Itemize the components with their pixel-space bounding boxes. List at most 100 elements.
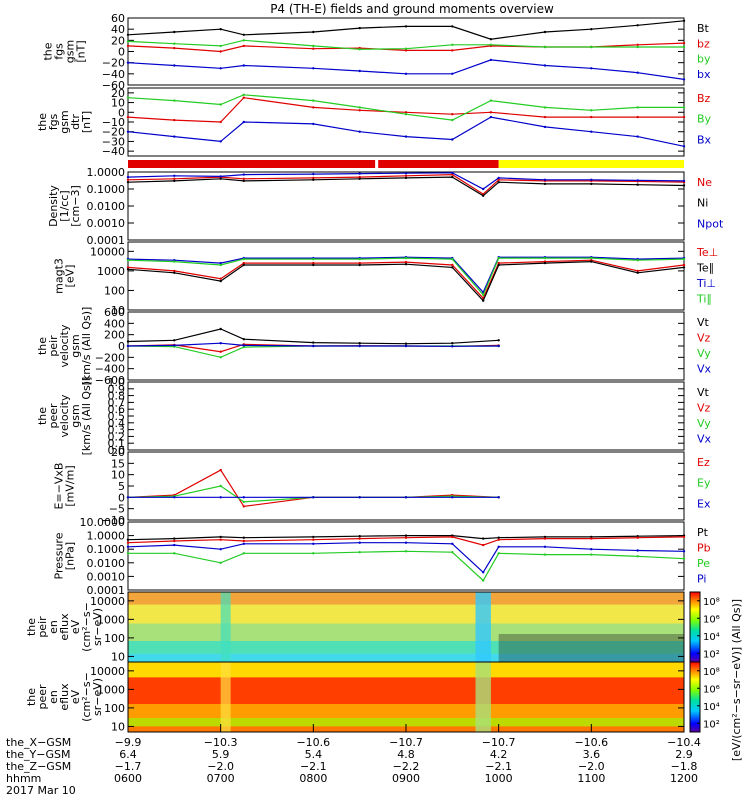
data-point	[636, 269, 639, 273]
panel-frame	[127, 521, 685, 591]
x-tick-label: −2.0	[207, 760, 234, 773]
data-point	[312, 552, 315, 555]
data-point	[242, 344, 245, 347]
data-point	[219, 263, 222, 267]
data-point	[173, 339, 176, 342]
data-point	[126, 115, 130, 119]
data-point	[451, 43, 454, 46]
legend-entry: Te∥	[696, 262, 714, 275]
data-point	[219, 350, 222, 353]
y-tick-label: 100	[104, 632, 125, 645]
data-point	[173, 174, 176, 177]
legend-entry: Bx	[697, 133, 712, 146]
status-bar-0	[128, 160, 376, 168]
data-point	[242, 263, 245, 267]
data-point	[219, 468, 222, 472]
data-point	[636, 43, 639, 46]
series-line-p1-Bt	[127, 20, 685, 40]
y-tick-label: 10000	[90, 595, 125, 608]
data-point	[358, 496, 361, 499]
y-tick-label: 5	[118, 480, 125, 493]
y-axis-label: fgs	[47, 113, 60, 130]
data-point	[126, 40, 130, 43]
y-axis-label: eV	[69, 689, 82, 704]
data-point	[219, 120, 222, 124]
legend-entry: Ti⊥	[696, 277, 716, 290]
data-point	[543, 30, 547, 34]
data-point	[242, 500, 245, 504]
data-point	[242, 179, 245, 183]
data-point	[126, 259, 130, 262]
legend-entry: Bt	[697, 22, 710, 35]
y-tick-label: 10000	[90, 665, 125, 678]
data-point	[590, 178, 593, 181]
y-tick-label: 100	[104, 702, 125, 715]
data-point	[636, 536, 639, 539]
data-point	[489, 111, 493, 114]
y-axis-label: [cm−3]	[69, 185, 82, 227]
data-point	[173, 46, 176, 50]
colorbar	[689, 591, 701, 663]
series-line-p5-Vy	[127, 345, 499, 358]
data-point	[242, 552, 245, 555]
data-point	[543, 261, 547, 265]
data-point	[173, 260, 176, 263]
data-point	[482, 293, 485, 296]
x-tick-label: −10.7	[482, 736, 516, 749]
data-point	[590, 260, 593, 263]
data-point	[636, 135, 639, 138]
data-point	[126, 268, 130, 271]
y-tick-label: 0.0001	[87, 584, 126, 597]
y-tick-label: −40	[102, 68, 125, 81]
data-point	[242, 505, 245, 508]
series-line-p7-Ez	[127, 469, 499, 508]
data-point	[173, 271, 176, 274]
y-tick-label: 0	[118, 340, 125, 353]
spectrogram-band-1	[128, 604, 684, 624]
y-axis-label: [eV]	[64, 265, 77, 288]
legend-entry: bz	[697, 37, 710, 50]
y-tick-label: 1000	[97, 683, 125, 696]
data-point	[636, 259, 639, 262]
data-point	[482, 543, 485, 547]
legend-entry: Ex	[697, 497, 711, 510]
data-point	[404, 47, 408, 50]
y-axis-label: the	[36, 407, 49, 425]
data-point	[242, 261, 245, 265]
data-point	[242, 120, 245, 124]
data-point	[126, 344, 130, 348]
spectrogram-band-0	[128, 662, 684, 678]
data-point	[126, 181, 130, 184]
spectrogram-band-3	[128, 641, 684, 654]
y-tick-label: −20	[102, 126, 125, 139]
y-tick-label: 0.0	[108, 444, 126, 457]
data-point	[312, 538, 315, 541]
data-point	[636, 555, 639, 558]
data-point	[682, 179, 686, 183]
data-point	[404, 72, 408, 76]
data-point	[682, 557, 686, 560]
spectrogram-band-4	[128, 653, 684, 662]
data-point	[451, 266, 454, 269]
data-point	[636, 106, 639, 109]
data-point	[242, 345, 245, 349]
data-point	[126, 552, 130, 555]
x-tick-label: 1000	[485, 772, 513, 785]
legend-entry: Te⊥	[696, 246, 718, 259]
y-axis-label: the	[36, 113, 49, 131]
y-tick-label: 100	[104, 284, 125, 297]
data-point	[404, 172, 408, 175]
data-point	[219, 67, 222, 70]
data-point	[312, 47, 315, 50]
data-point	[242, 338, 245, 341]
y-tick-label: 0.6	[108, 403, 126, 416]
data-point	[543, 106, 547, 109]
y-axis-label: the	[25, 688, 38, 706]
legend-entry: bx	[697, 68, 711, 81]
data-point	[126, 96, 130, 99]
y-tick-label: 0.7	[108, 396, 126, 409]
data-point	[590, 548, 593, 551]
